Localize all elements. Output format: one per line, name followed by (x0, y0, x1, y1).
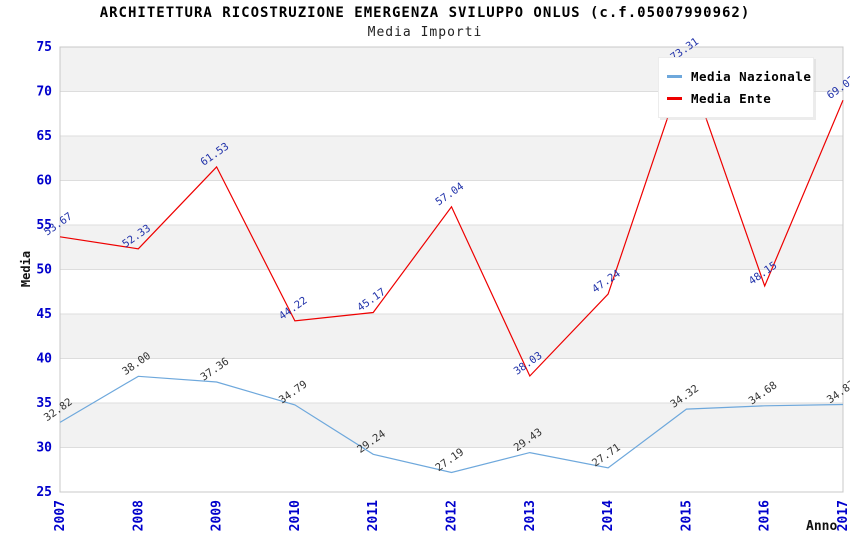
x-tick-label: 2016 (758, 500, 773, 531)
legend-label-media-ente: Media Ente (691, 90, 772, 106)
y-tick-label: 65 (36, 129, 52, 144)
x-tick-label: 2010 (288, 500, 303, 531)
y-tick-label: 25 (36, 485, 52, 500)
y-axis-title: Media (19, 250, 33, 288)
y-tick-label: 45 (36, 307, 52, 322)
legend-swatch-media-ente-icon (667, 96, 682, 100)
chart-title: ARCHITETTURA RICOSTRUZIONE EMERGENZA SVI… (99, 5, 751, 21)
data-point-label-media-nazionale: 34.83 (825, 378, 850, 406)
x-tick-label: 2013 (523, 500, 538, 531)
plot-band (60, 225, 843, 270)
legend: Media Nazionale Media Ente (658, 57, 814, 118)
x-tick-label: 2014 (601, 500, 616, 531)
data-point-label-media-ente: 47.24 (590, 268, 623, 296)
y-tick-label: 75 (36, 40, 52, 55)
x-tick-label: 2015 (679, 500, 694, 531)
x-axis-title: Anno (806, 519, 838, 534)
plot-band (60, 314, 843, 359)
y-tick-label: 60 (36, 174, 52, 189)
plot-band (60, 136, 843, 181)
data-point-label-media-ente: 57.04 (433, 180, 466, 208)
x-tick-label: 2008 (131, 500, 146, 531)
y-tick-label: 40 (36, 352, 52, 367)
chart-subtitle: Media Importi (367, 25, 483, 40)
y-tick-label: 70 (36, 85, 52, 100)
legend-item-media-nazionale: Media Nazionale (667, 65, 811, 87)
legend-item-media-ente: Media Ente (667, 87, 805, 109)
legend-swatch-media-nazionale-icon (667, 74, 682, 78)
y-tick-label: 35 (36, 396, 52, 411)
x-tick-label: 2011 (366, 500, 381, 531)
x-tick-label: 2012 (445, 500, 460, 531)
series-line-media-nazionale (59, 375, 844, 474)
x-tick-label: 2007 (53, 500, 68, 531)
data-point-label-media-nazionale: 37.36 (198, 356, 231, 384)
x-tick-label: 2009 (210, 500, 225, 531)
legend-label-media-nazionale: Media Nazionale (691, 68, 812, 84)
x-tick-label: 2017 (836, 500, 850, 531)
y-tick-label: 55 (36, 218, 52, 233)
data-point-label-media-nazionale: 34.79 (277, 378, 310, 406)
plot-border (59, 46, 844, 493)
y-tick-label: 30 (36, 441, 52, 456)
y-tick-label: 50 (36, 263, 52, 278)
plot-band (60, 403, 843, 448)
series-line-media-ente (59, 60, 844, 378)
